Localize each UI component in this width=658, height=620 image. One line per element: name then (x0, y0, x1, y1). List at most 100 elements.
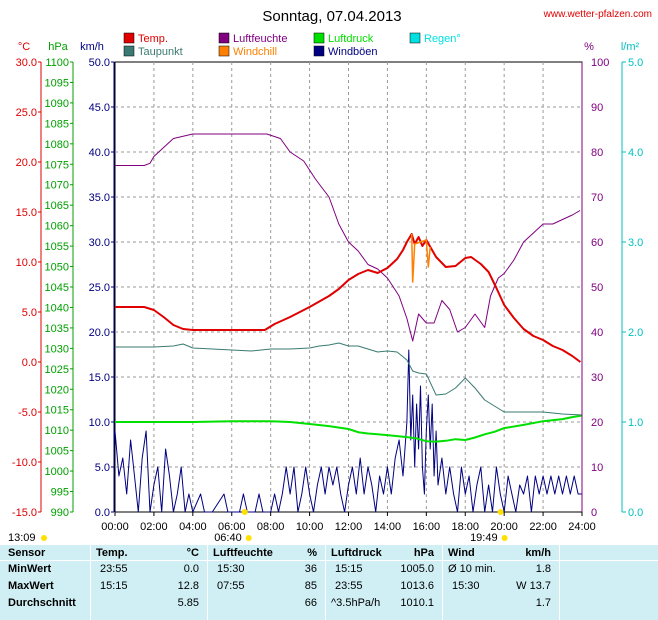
stats-row-label: MaxWert (8, 580, 54, 592)
stats-unit: % (307, 547, 317, 559)
pressure-tick-label: 1010 (45, 425, 69, 437)
stats-value: 85 (304, 580, 317, 592)
legend-swatch (123, 32, 135, 44)
time-tick-label: 06:00 (218, 521, 246, 533)
legend-swatch (409, 32, 421, 44)
humidity-tick-label: 90 (591, 102, 603, 114)
humidity-tick-label: 20 (591, 417, 603, 429)
pressure-tick-label: 1035 (45, 323, 69, 335)
time-tick-label: 18:00 (451, 521, 479, 533)
axis-layer: 30.0 25.0 20.0 15.0 10.0 5.0 0.0 -5.0 -10.0 -15.0… (8, 41, 643, 544)
rain-unit-label: l/m² (621, 41, 640, 53)
pressure-tick-label: 1045 (45, 282, 69, 294)
rain-tick-label: 4.0 (628, 147, 643, 159)
pressure-tick-label: 1005 (45, 446, 69, 458)
stats-unit: °C (186, 547, 199, 559)
wind-tick-label: 50.0 (89, 57, 110, 69)
series-line-temp (115, 233, 581, 363)
legend-label: Windböen (328, 46, 378, 58)
stats-row-label: Durchschnitt (8, 597, 76, 609)
wind-tick-label: 15.0 (89, 372, 110, 384)
temp-tick-label: -10.0 (12, 457, 37, 469)
stats-header: Luftdruck (331, 547, 382, 559)
pressure-tick-label: 1015 (45, 405, 69, 417)
sunrise-icon (245, 535, 252, 541)
legend-label: Regen° (424, 33, 461, 45)
pressure-tick-label: 1050 (45, 262, 69, 274)
rain-tick-label: 0.0 (628, 507, 643, 519)
weather-chart: 30.0 25.0 20.0 15.0 10.0 5.0 0.0 -5.0 -10.0 -15.0… (8, 8, 652, 544)
temp-tick-label: 20.0 (16, 157, 37, 169)
temp-tick-label: -5.0 (18, 407, 37, 419)
wind-tick-label: 5.0 (95, 462, 110, 474)
temp-tick-label: 0.0 (22, 357, 37, 369)
legend-label: Windchill (233, 46, 277, 58)
pressure-tick-label: 1065 (45, 200, 69, 212)
legend-label: Luftdruck (328, 33, 374, 45)
stats-header: Luftfeuchte (213, 547, 273, 559)
wind-tick-label: 20.0 (89, 327, 110, 339)
pressure-tick-label: 1040 (45, 302, 69, 314)
stats-divider (442, 545, 443, 620)
humidity-tick-label: 60 (591, 237, 603, 249)
temp-tick-label: -15.0 (12, 507, 37, 519)
rain-tick-label: 1.0 (628, 417, 643, 429)
statistics-table: Sensor MinWert MaxWert Durchschnitt Temp… (0, 545, 658, 620)
time-tick-label: 22:00 (529, 521, 557, 533)
legend-label: Temp. (138, 33, 168, 45)
stats-time: 07:55 (217, 580, 245, 592)
stats-time: 15:15 (100, 580, 128, 592)
stats-value: 1013.6 (400, 580, 434, 592)
pressure-tick-label: 1025 (45, 364, 69, 376)
time-tick-label: 16:00 (413, 521, 441, 533)
stats-value: W 13.7 (516, 580, 551, 592)
humidity-tick-label: 70 (591, 192, 603, 204)
humidity-tick-label: 30 (591, 372, 603, 384)
stats-time: ^3.5hPa/h (331, 597, 381, 609)
site-link[interactable]: www.wetter-pfalzen.com (543, 9, 652, 20)
stats-divider (325, 545, 326, 620)
pressure-tick-label: 1020 (45, 384, 69, 396)
stats-time: 23:55 (335, 580, 363, 592)
pressure-tick-label: 1090 (45, 98, 69, 110)
stats-divider (90, 545, 91, 620)
wind-tick-label: 25.0 (89, 282, 110, 294)
stats-value: 66 (304, 597, 317, 609)
stats-header: Temp. (96, 547, 128, 559)
time-tick-label: 02:00 (140, 521, 168, 533)
stats-col-pressure: Luftdruck hPa 15:15 1005.0 23:55 1013.6 … (325, 545, 442, 620)
rain-tick-label: 3.0 (628, 237, 643, 249)
time-tick-label: 14:00 (374, 521, 402, 533)
stats-time: 15:30 (452, 580, 480, 592)
stats-divider (0, 560, 658, 561)
temp-tick-label: 30.0 (16, 57, 37, 69)
moon-icon (41, 535, 47, 541)
pressure-tick-label: 1030 (45, 343, 69, 355)
stats-time: Ø 10 min. (448, 563, 496, 575)
chart-title: Sonntag, 07.04.2013 (262, 8, 401, 25)
legend-swatch (218, 32, 230, 44)
pressure-unit-label: hPa (48, 41, 68, 53)
sunset-marker (497, 509, 504, 515)
temp-tick-label: 25.0 (16, 107, 37, 119)
pressure-tick-label: 1075 (45, 159, 69, 171)
stats-header: Sensor (8, 547, 46, 559)
time-tick-label: 24:00 (568, 521, 596, 533)
pressure-tick-label: 1100 (45, 57, 69, 69)
stats-value: 5.85 (177, 597, 199, 609)
sunset-label: 19:49 (470, 532, 498, 544)
stats-value: 12.8 (177, 580, 199, 592)
humidity-tick-label: 0 (591, 507, 597, 519)
pressure-tick-label: 1000 (45, 466, 69, 478)
sunrise-marker (241, 509, 248, 515)
stats-header: Wind (448, 547, 475, 559)
time-tick-label: 20:00 (490, 521, 518, 533)
wind-unit-label: km/h (80, 41, 104, 53)
stats-value: 0.0 (183, 563, 199, 575)
wind-tick-label: 0.0 (95, 507, 110, 519)
temp-unit-label: °C (18, 41, 30, 53)
humidity-tick-label: 10 (591, 462, 603, 474)
humidity-tick-label: 50 (591, 282, 603, 294)
legend-swatch (313, 45, 325, 57)
pressure-tick-label: 1085 (45, 118, 69, 130)
